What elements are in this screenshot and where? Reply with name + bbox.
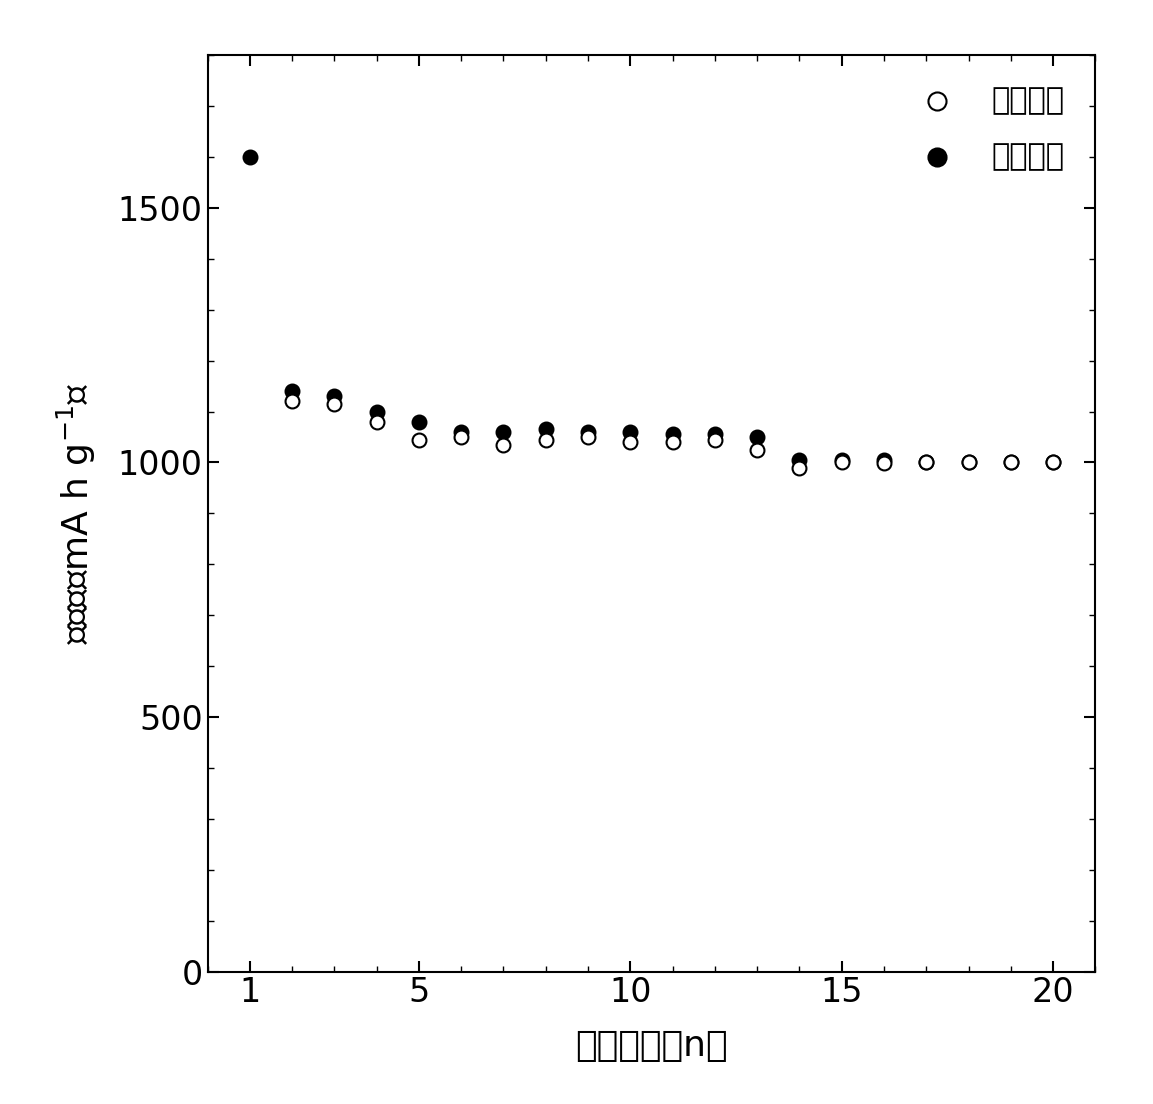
充电容量 [748, 440, 767, 458]
充电容量 [452, 428, 470, 446]
放电容量 [875, 452, 894, 469]
充电容量 [325, 395, 344, 413]
充电容量 [832, 454, 851, 471]
放电容量 [579, 423, 597, 440]
放电容量 [748, 428, 767, 446]
充电容量 [875, 455, 894, 473]
放电容量 [409, 413, 428, 431]
放电容量 [452, 423, 470, 440]
放电容量 [1002, 454, 1020, 471]
放电容量 [495, 423, 513, 440]
充电容量 [579, 428, 597, 446]
充电容量 [917, 454, 935, 471]
X-axis label: 循环圈数（n）: 循环圈数（n） [575, 1029, 728, 1063]
放电容量 [917, 454, 935, 471]
充电容量 [495, 436, 513, 454]
放电容量 [536, 421, 555, 438]
放电容量 [621, 423, 640, 440]
放电容量 [663, 426, 681, 444]
放电容量 [325, 388, 344, 405]
充电容量 [959, 454, 978, 471]
放电容量 [790, 452, 808, 469]
放电容量 [282, 382, 301, 400]
充电容量 [1002, 454, 1020, 471]
充电容量 [621, 433, 640, 450]
充电容量 [409, 431, 428, 448]
充电容量 [368, 413, 386, 431]
放电容量 [832, 452, 851, 469]
Legend: 充电容量, 放电容量: 充电容量, 放电容量 [891, 71, 1080, 187]
放电容量 [1043, 454, 1062, 471]
放电容量 [706, 426, 724, 444]
充电容量 [536, 431, 555, 448]
放电容量 [368, 403, 386, 421]
充电容量 [663, 433, 681, 450]
充电容量 [1043, 454, 1062, 471]
Y-axis label: 比容量（mA h g$^{-1}$）: 比容量（mA h g$^{-1}$） [55, 383, 98, 644]
充电容量 [282, 393, 301, 411]
充电容量 [790, 459, 808, 477]
放电容量 [959, 454, 978, 471]
充电容量 [706, 431, 724, 448]
放电容量 [241, 148, 259, 166]
